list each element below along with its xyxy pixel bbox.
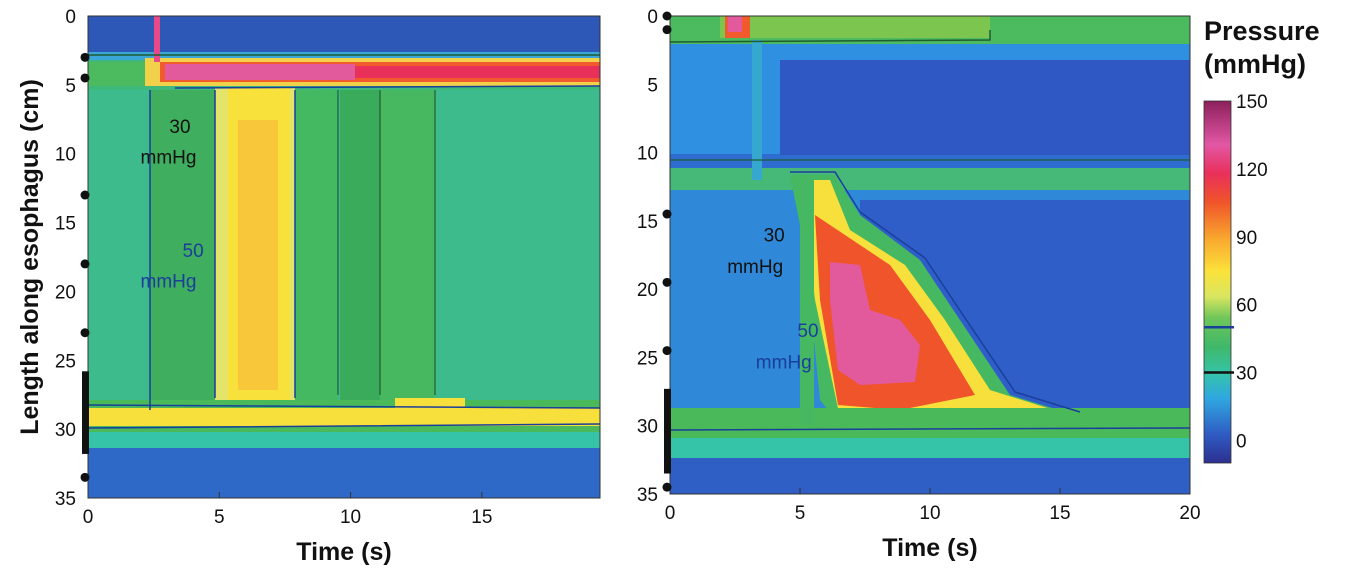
right-y-tick-label: 0: [647, 7, 658, 28]
left-y-tick-label: 35: [55, 489, 76, 510]
left-contour-annotation: mmHg: [141, 271, 197, 292]
right-y-tick-label: 15: [637, 212, 658, 233]
right-y-tick-label: 30: [637, 417, 658, 438]
left-contour-annotation: 50: [183, 241, 204, 262]
left-x-tick-label: 5: [214, 507, 225, 528]
colorbar-title-line1: Pressure: [1204, 16, 1320, 46]
left-y-tick-label: 30: [55, 420, 76, 441]
left-heatmap-image: [88, 16, 600, 498]
colorbar-ticks: 150 120 90 60 30 0: [1204, 92, 1268, 452]
left-y-tick-label: 10: [55, 145, 76, 166]
left-x-tick-label: 10: [340, 507, 361, 528]
right-contour-annotation: mmHg: [727, 257, 783, 278]
right-sensor-marker: [662, 482, 672, 492]
left-y-axis-label: Length along esophagus (cm): [16, 79, 44, 435]
left-sphincter-bar: [82, 371, 89, 454]
left-heatmap: 0 5 10 15 20 25 30 35 0 5 10 15 Time (s) Length along…: [16, 7, 601, 566]
left-sensor-marker: [80, 259, 90, 269]
right-sphincter-bar: [664, 388, 671, 474]
right-heatmap: 0 5 10 15 20 25 30 35 0 5 10 15 20 Time (s) 30 mmHg 50 mm…: [637, 7, 1201, 562]
right-x-tick-label: 5: [795, 503, 806, 524]
right-sensor-marker: [662, 25, 672, 35]
colorbar-title-line2: (mmHg): [1204, 49, 1306, 79]
left-y-tick-label: 25: [55, 351, 76, 372]
left-y-tick-label: 15: [55, 214, 76, 235]
left-y-tick-label: 20: [55, 282, 76, 303]
right-heatmap-image: [670, 16, 1190, 494]
left-sensor-marker: [80, 73, 90, 83]
colorbar: Pressure (mmHg) 150 120 90 60 30 0: [1203, 16, 1320, 464]
left-axes-layer: 0 5 10 15 20 25 30 35 0 5 10 15 Time (s) Length along…: [16, 7, 492, 566]
right-y-tick-label: 25: [637, 348, 658, 369]
right-contour-annotation: 30: [764, 225, 785, 246]
colorbar-gradient: [1203, 100, 1232, 464]
left-y-tick-label: 5: [65, 76, 76, 97]
right-contour-annotation: mmHg: [756, 352, 812, 373]
right-sensor-marker: [662, 277, 672, 287]
colorbar-tick-label: 150: [1236, 92, 1268, 113]
right-x-tick-label: 0: [665, 503, 676, 524]
right-y-tick-label: 5: [647, 75, 658, 96]
colorbar-tick-label: 60: [1236, 296, 1257, 317]
left-sensor-marker: [80, 328, 90, 338]
right-sensor-marker: [662, 11, 672, 21]
left-y-tick-label: 0: [65, 7, 76, 28]
right-contour-annotation: 50: [797, 321, 818, 342]
left-x-tick-label: 15: [471, 507, 492, 528]
right-x-tick-label: 20: [1179, 503, 1200, 524]
colorbar-tick-label: 30: [1236, 364, 1257, 385]
left-sensor-marker: [80, 52, 90, 62]
left-x-tick-label: 0: [83, 507, 94, 528]
right-axes-layer: 0 5 10 15 20 25 30 35 0 5 10 15 20 Time (s) 30 mmHg 50 mm…: [637, 7, 1201, 562]
right-x-axis-label: Time (s): [882, 534, 977, 562]
left-contour-annotation: 30: [169, 117, 190, 138]
left-sensor-marker: [80, 190, 90, 200]
left-sensor-marker: [80, 472, 90, 482]
right-sensor-marker: [662, 346, 672, 356]
colorbar-tick-label: 120: [1236, 160, 1268, 181]
right-sensor-marker: [662, 209, 672, 219]
right-y-tick-label: 10: [637, 144, 658, 165]
right-y-tick-label: 35: [637, 485, 658, 506]
right-x-tick-label: 15: [1049, 503, 1070, 524]
left-contour-annotation: mmHg: [141, 147, 197, 168]
left-x-axis-label: Time (s): [296, 538, 391, 566]
colorbar-tick-label: 90: [1236, 228, 1257, 249]
colorbar-tick-label: 0: [1236, 431, 1247, 452]
right-y-tick-label: 20: [637, 280, 658, 301]
right-x-tick-label: 10: [919, 503, 940, 524]
